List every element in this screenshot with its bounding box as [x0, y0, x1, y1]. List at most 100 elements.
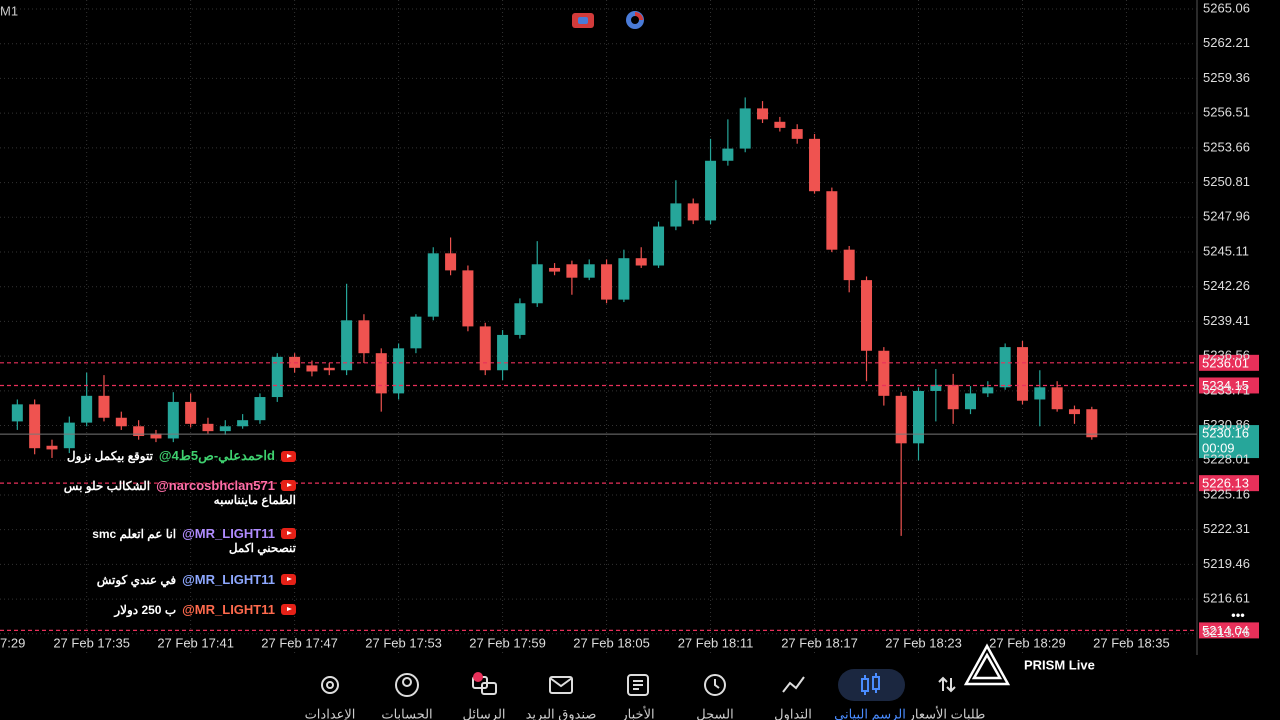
candle-body — [375, 353, 387, 394]
candle-body — [878, 350, 890, 396]
candle-body — [115, 417, 127, 427]
nav-label[interactable]: طلبات الأسعار — [908, 705, 986, 720]
x-tick-label: 27 Feb 18:05 — [573, 635, 650, 650]
candle-body — [913, 390, 925, 444]
candle-body — [167, 401, 179, 439]
top-icons — [572, 11, 644, 29]
icon-accounts[interactable] — [395, 673, 419, 697]
icon-part — [578, 17, 588, 24]
icon-settings[interactable] — [321, 676, 339, 694]
candle-body — [271, 356, 283, 398]
candle-body — [497, 334, 509, 371]
chat-message: @MR_LIGHT11 ب 250 دولار — [114, 602, 296, 617]
chat-message: @MR_LIGHT11 في عندي كوتش — [97, 572, 296, 587]
logo-text: PRISM Live — [1024, 657, 1095, 672]
candle-body — [549, 267, 561, 272]
candle-body — [11, 404, 23, 422]
icon-mailbox[interactable] — [549, 676, 573, 694]
candle-body — [81, 395, 93, 423]
x-tick-label: 27 Feb 18:17 — [781, 635, 858, 650]
y-tick-label: 5219.46 — [1203, 556, 1250, 571]
candle-body — [427, 253, 439, 317]
nav-label[interactable]: الحسابات — [381, 706, 432, 720]
chat-user: @MR_LIGHT11 — [182, 572, 275, 587]
icon-history[interactable] — [704, 674, 726, 696]
more-dots[interactable]: ••• — [1231, 607, 1245, 622]
chat-row: @MR_LIGHT11 انا عم اتعلم smc — [92, 526, 296, 541]
y-tick-label: 5236.56 — [1203, 348, 1250, 363]
price-tag-label: 5226.13 — [1202, 476, 1249, 491]
nav-label[interactable]: السجل — [696, 706, 733, 720]
x-tick-label: 27 Feb 17:47 — [261, 635, 338, 650]
candle-body — [999, 347, 1011, 388]
chat-user: @narcosbhclan571 — [156, 478, 275, 493]
y-tick-label: 5239.41 — [1203, 313, 1250, 328]
candle-body — [46, 445, 58, 450]
candle-body — [1068, 409, 1080, 415]
y-tick-label: 5242.26 — [1203, 278, 1250, 293]
y-tick-label: 5233.71 — [1203, 382, 1250, 397]
nav-label[interactable]: الرسم البياني — [834, 706, 906, 720]
y-tick-label: 5259.36 — [1203, 70, 1250, 85]
candle-body — [514, 303, 526, 335]
chat-row: @MR_LIGHT11 في عندي كوتش — [97, 572, 296, 587]
icon-news[interactable] — [627, 674, 649, 696]
youtube-icon — [281, 574, 296, 585]
y-tick-label: 5250.81 — [1203, 174, 1250, 189]
nav-label[interactable]: صندوق البريد — [526, 706, 597, 720]
chat-user: @احمدعلي-ص5ط4d — [158, 448, 275, 463]
nav-label[interactable]: الرسائل — [462, 706, 505, 720]
candle-body — [757, 108, 769, 120]
candle-body — [1051, 387, 1063, 410]
watermark: PRISM Live — [963, 643, 1095, 686]
icon-quotes[interactable] — [938, 676, 956, 693]
countdown: 00:09 — [1202, 441, 1235, 456]
icon-part — [402, 677, 412, 687]
icon-chart[interactable] — [861, 673, 880, 695]
nav-label[interactable]: التداول — [774, 706, 812, 720]
price-tag — [1199, 377, 1259, 394]
candle-body — [479, 326, 491, 371]
candle-body — [705, 160, 717, 221]
chat-row: @MR_LIGHT11 ب 250 دولار — [114, 602, 296, 617]
nav-label[interactable]: الإعدادات — [305, 706, 356, 720]
icon-part — [326, 681, 334, 689]
y-tick-label: 5230.86 — [1203, 417, 1250, 432]
candle-body — [739, 108, 751, 149]
icon-trade[interactable] — [782, 676, 805, 693]
candle-body — [63, 422, 75, 449]
candle-body — [462, 270, 474, 327]
price-tag — [1199, 354, 1259, 371]
candle-body — [895, 395, 907, 444]
nav-bar: الإعدادات الحسابات الرسائل صندوق البريد الأخ… — [305, 669, 986, 720]
nav-label[interactable]: الأخبار — [620, 705, 654, 720]
candle-body — [202, 423, 214, 432]
candle-body — [722, 148, 734, 161]
chat-text: ب 250 دولار — [114, 602, 177, 617]
chat-text: في عندي كوتش — [96, 572, 177, 587]
price-tag — [1199, 475, 1259, 492]
chat-text: تنصحني اكمل — [228, 541, 296, 555]
y-tick-label: 5247.96 — [1203, 209, 1250, 224]
chat-row: @narcosbhclan571 الشكالب حلو بس — [64, 478, 296, 493]
candle-body — [445, 253, 457, 271]
candle-body — [1034, 387, 1046, 400]
youtube-icon — [281, 604, 296, 615]
y-tick-label: 5222.31 — [1203, 521, 1250, 536]
icon-part — [631, 16, 639, 24]
candle-body — [254, 397, 266, 421]
x-tick-label: 27 Feb 17:41 — [157, 635, 234, 650]
chat-message: @MR_LIGHT11 انا عم اتعلم smc تنصحني اكمل — [92, 526, 296, 555]
candle-body — [930, 384, 942, 391]
candle-body — [670, 203, 682, 227]
x-tick-label: 27 Feb 17:59 — [469, 635, 546, 650]
y-tick-label: 5265.06 — [1203, 0, 1250, 15]
candle-body — [826, 191, 838, 250]
candle-body — [982, 387, 994, 394]
candle-body — [29, 404, 41, 449]
chat-text: الشكالب حلو بس — [63, 478, 151, 493]
candle-body — [410, 316, 422, 349]
